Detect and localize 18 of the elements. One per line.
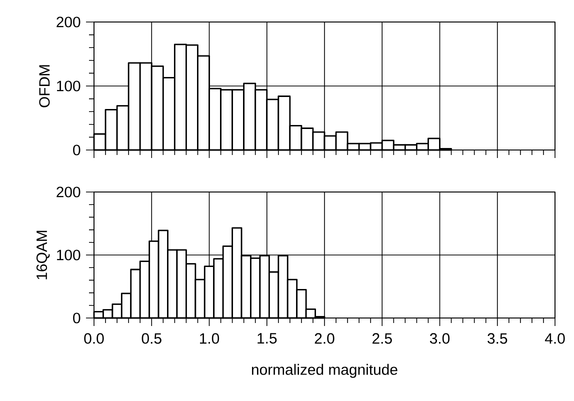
x-tick-label: 4.0 — [544, 333, 565, 344]
y-tick-label: 200 — [56, 16, 80, 28]
x-tick-label: 1.0 — [200, 333, 220, 344]
x-tick-label: 3.0 — [430, 333, 450, 344]
x-tick-label: 2.5 — [372, 333, 392, 344]
x-tick-label: 0.0 — [84, 333, 104, 344]
x-tick-label: 3.5 — [488, 333, 508, 344]
y-axis-title: 16QAM — [36, 230, 50, 280]
y-tick-label: 100 — [57, 250, 80, 260]
x-tick-label: 2.0 — [314, 333, 334, 344]
x-axis-title: normalized magnitude — [252, 364, 398, 378]
y-axis-title: OFDM — [39, 65, 50, 108]
x-tick-label: 1.5 — [258, 333, 277, 344]
y-tick-label: 100 — [57, 80, 80, 92]
y-tick-label: 0 — [73, 312, 80, 324]
y-tick-label: 0 — [73, 144, 80, 156]
y-tick-label: 200 — [56, 186, 80, 198]
x-tick-label: 0.5 — [142, 333, 162, 344]
